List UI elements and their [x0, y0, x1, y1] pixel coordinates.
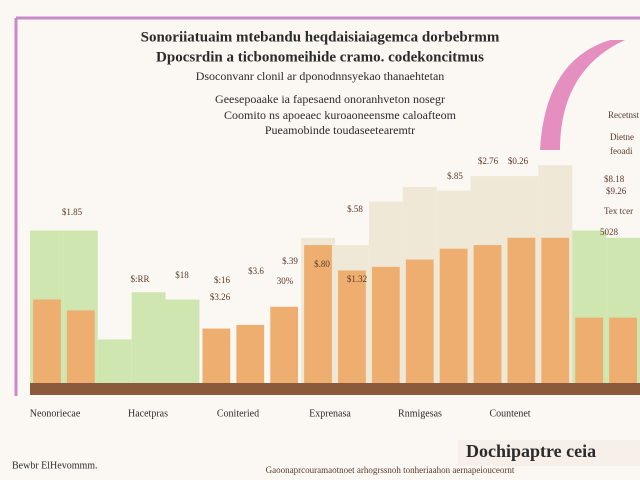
side-note: Recetnst — [608, 110, 639, 120]
side-note: Tex tcer — [604, 206, 633, 216]
decoration — [540, 40, 625, 150]
annotation: $.85 — [447, 171, 463, 181]
annotation: $3.26 — [210, 292, 231, 302]
group-label: Countenet — [489, 408, 530, 419]
subtitle: Pueamobinde toudaseetearemtr — [265, 123, 415, 137]
annotation: $18 — [175, 270, 189, 280]
baseline — [30, 383, 640, 395]
group-label: Rnmigesas — [398, 408, 442, 419]
bar — [33, 299, 61, 383]
bar — [371, 266, 400, 383]
title: Sonoriiatuaim mtebandu heqdaisiaiagemca … — [141, 29, 500, 45]
group-label: Exprenasa — [309, 408, 351, 419]
footer-right: Dochipaptre ceia — [466, 441, 596, 461]
annotation: $2.76 — [478, 156, 499, 166]
bar — [439, 248, 468, 383]
bar — [202, 328, 231, 383]
side-note: Dietne — [610, 132, 634, 142]
title: Dsoconvanr clonil ar dponodnnsyekao than… — [196, 69, 445, 83]
title: Dpocsrdin a ticbonomeihide cramo. codeko… — [156, 49, 484, 65]
side-note: $8.18 — [604, 174, 625, 184]
bar — [66, 310, 95, 383]
annotation: $:RR — [130, 274, 149, 284]
side-note: 5028 — [600, 227, 619, 237]
bar — [541, 237, 570, 383]
annotation: $.80 — [314, 259, 330, 269]
annotation: $1.32 — [347, 274, 367, 284]
annotation: $3.6 — [248, 266, 264, 276]
annotation: $:16 — [214, 275, 231, 285]
annotation: $.58 — [347, 204, 363, 214]
footer-box — [458, 440, 640, 466]
group-label: Coniteried — [217, 408, 259, 419]
bar — [270, 306, 299, 383]
side-note: $9.26 — [606, 186, 627, 196]
bar — [405, 259, 434, 383]
bar — [338, 270, 366, 383]
group-label: Hacetpras — [128, 408, 168, 419]
subtitle: Geesepoaake ia fapesaend onoranhveton no… — [215, 92, 445, 106]
bar — [131, 292, 166, 383]
bar — [304, 245, 332, 383]
footer-center: Gaoonaprcouramaotnoet arhogrssnoh tonher… — [266, 465, 515, 475]
annotation: $1.85 — [62, 207, 83, 217]
subtitle: Coomito ns apoeaec kuroaoneensme caloaft… — [224, 108, 457, 122]
bar — [236, 324, 265, 383]
bar — [507, 237, 536, 383]
bar — [575, 317, 604, 383]
bar — [97, 339, 132, 383]
bar — [473, 245, 502, 383]
bar — [165, 299, 200, 383]
side-note: feoadi — [610, 146, 633, 156]
annotation: $.39 — [282, 256, 298, 266]
group-label: Neonoriecae — [30, 408, 81, 419]
footer-left: Bewbr ElHevommm. — [12, 460, 98, 471]
annotation: 30% — [277, 276, 294, 286]
bar — [609, 317, 637, 383]
annotation: $0.26 — [508, 156, 529, 166]
